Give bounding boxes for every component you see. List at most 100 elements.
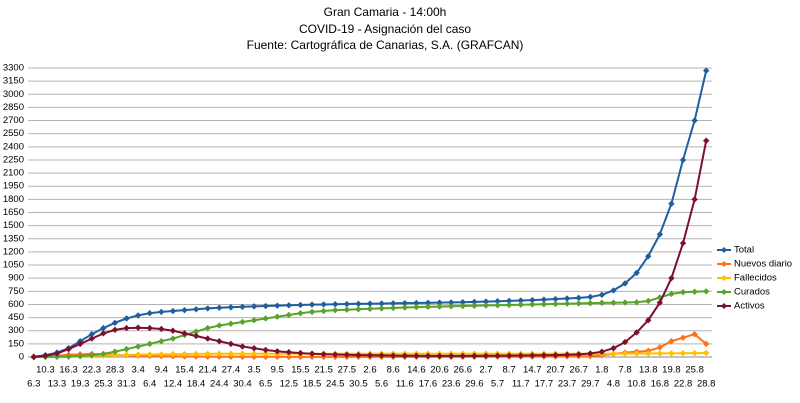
point-marker: [355, 300, 362, 308]
point-marker: [691, 349, 698, 357]
x-tick-label: 28.3: [106, 365, 125, 376]
x-tick-label: 25.8: [685, 365, 704, 376]
x-tick-label: 17.7: [535, 379, 554, 390]
point-marker: [621, 299, 629, 306]
point-marker: [645, 297, 652, 305]
point-marker: [134, 351, 142, 358]
point-marker: [494, 352, 501, 359]
y-tick-label: 450: [8, 312, 24, 323]
x-tick-label: 14.7: [523, 365, 542, 376]
point-marker: [204, 324, 211, 332]
point-marker: [471, 302, 478, 309]
x-tick-label: 20.7: [546, 365, 565, 376]
x-tick-label: 10.8: [627, 379, 646, 390]
x-tick-label: 3.4: [132, 365, 145, 376]
point-marker: [645, 253, 652, 260]
point-marker: [227, 340, 235, 348]
x-tick-label: 23.6: [442, 379, 461, 390]
x-tick-label: 31.3: [117, 379, 136, 390]
x-tick-label: 27.5: [338, 365, 357, 376]
point-marker: [587, 299, 594, 307]
point-marker: [285, 353, 293, 361]
point-marker: [332, 351, 339, 358]
x-tick-label: 29.6: [465, 379, 484, 390]
point-marker: [308, 301, 316, 308]
point-marker: [505, 352, 513, 359]
point-marker: [355, 351, 362, 359]
y-tick-label: 0: [19, 352, 24, 363]
point-marker: [656, 344, 664, 351]
point-marker: [424, 299, 432, 306]
point-marker: [424, 303, 432, 311]
point-marker: [134, 343, 142, 350]
y-tick-label: 1950: [3, 181, 24, 192]
point-marker: [633, 269, 640, 277]
point-marker: [227, 320, 235, 327]
point-marker: [517, 301, 524, 308]
legend-label: Fallecidos: [734, 273, 777, 284]
point-marker: [239, 343, 246, 350]
x-tick-label: 16.8: [651, 379, 670, 390]
point-marker: [343, 306, 351, 313]
point-marker: [262, 315, 269, 322]
point-marker: [378, 352, 385, 359]
y-tick-label: 3300: [3, 63, 24, 74]
y-tick-label: 2700: [3, 115, 24, 126]
point-marker: [285, 302, 293, 309]
point-marker: [389, 300, 397, 307]
x-tick-label: 30.4: [233, 379, 252, 390]
legend-label: Total: [734, 245, 754, 256]
point-marker: [134, 324, 142, 331]
point-marker: [482, 352, 490, 359]
point-marker: [181, 306, 188, 314]
x-tick-label: 14.6: [407, 365, 426, 376]
point-marker: [587, 293, 594, 301]
point-marker: [679, 350, 687, 357]
point-marker: [621, 280, 629, 287]
x-tick-label: 9.4: [155, 365, 168, 376]
point-marker: [378, 300, 385, 307]
point-marker: [297, 301, 304, 309]
point-marker: [540, 296, 548, 303]
point-marker: [679, 334, 687, 341]
point-marker: [575, 351, 582, 358]
point-marker: [355, 306, 362, 313]
x-tick-label: 11.6: [396, 379, 414, 390]
x-tick-label: 6.4: [143, 379, 156, 390]
point-marker: [691, 331, 698, 338]
point-marker: [679, 239, 687, 247]
y-tick-label: 300: [8, 325, 24, 336]
point-marker: [65, 345, 72, 353]
point-marker: [552, 300, 559, 308]
point-marker: [146, 324, 153, 332]
point-marker: [262, 350, 269, 357]
y-tick-label: 3000: [3, 89, 24, 100]
x-tick-label: 22.3: [83, 365, 102, 376]
point-marker: [158, 325, 165, 333]
point-marker: [169, 335, 177, 342]
point-marker: [691, 288, 698, 295]
point-marker: [216, 338, 223, 345]
point-marker: [239, 318, 246, 326]
x-tick-label: 21.4: [198, 365, 217, 376]
x-tick-label: 18.4: [187, 379, 206, 390]
point-marker: [192, 306, 200, 313]
point-marker: [76, 352, 84, 360]
point-marker: [517, 352, 524, 359]
point-marker: [53, 353, 61, 361]
y-tick-label: 1650: [3, 207, 24, 218]
point-marker: [691, 196, 698, 203]
point-marker: [100, 350, 107, 358]
chart-subtitle: COVID-19 - Asignación del caso: [299, 22, 471, 36]
point-marker: [563, 300, 571, 307]
point-marker: [146, 310, 153, 317]
point-marker: [285, 348, 293, 356]
point-marker: [621, 350, 629, 357]
point-marker: [447, 303, 455, 310]
x-tick-label: 10.3: [36, 365, 55, 376]
point-marker: [401, 352, 408, 359]
x-tick-label: 22.8: [674, 379, 693, 390]
y-tick-label: 2850: [3, 102, 24, 113]
x-tick-label: 6.5: [259, 379, 272, 390]
point-marker: [227, 350, 235, 357]
